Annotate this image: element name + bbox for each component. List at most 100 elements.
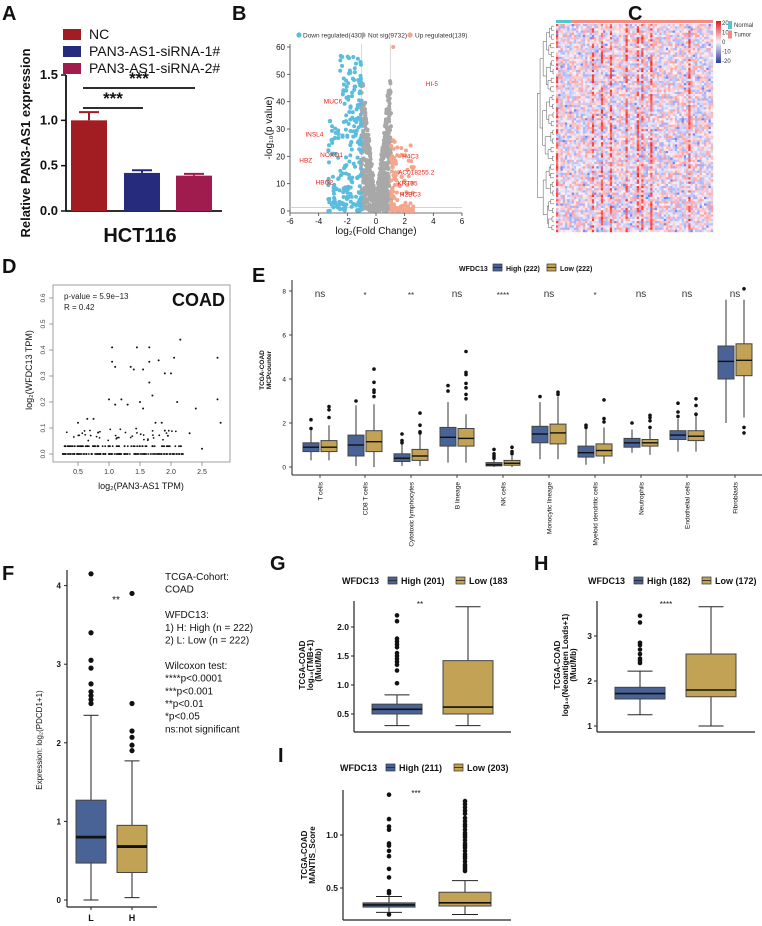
heatmap-cell (591, 94, 595, 97)
heatmap-cell (582, 45, 586, 49)
heatmap-cell (674, 28, 678, 31)
heatmap-cell (594, 118, 597, 121)
heatmap-cell (668, 118, 671, 121)
heatmap-cell (603, 115, 606, 119)
point-down (347, 159, 352, 164)
heatmap-cell (578, 83, 581, 86)
heatmap-cell (674, 140, 678, 143)
heatmap-cell (681, 98, 685, 101)
heatmap-cell (616, 48, 619, 51)
heatmap-cell (645, 45, 649, 49)
heatmap-cell (641, 56, 644, 60)
heatmap-cell (598, 72, 602, 75)
heatmap-cell (556, 102, 559, 106)
heatmap-cell (701, 34, 705, 38)
heatmap-cell (576, 102, 579, 106)
heatmap-cell (594, 69, 597, 73)
heatmap-cell (623, 105, 626, 108)
heatmap-cell (634, 61, 637, 64)
heatmap-cell (596, 142, 599, 145)
heatmap-cell (656, 113, 660, 117)
heatmap-cell (686, 67, 689, 71)
heatmap-cell (618, 52, 622, 55)
heatmap-cell (609, 94, 613, 97)
heatmap-cell (643, 113, 646, 117)
point-down (353, 164, 358, 169)
heatmap-cell (688, 67, 691, 71)
heatmap-cell (668, 72, 671, 75)
heatmap-cell (607, 39, 611, 42)
heatmap-cell (582, 87, 586, 90)
heatmap-cell (612, 41, 615, 44)
heatmap-cell (634, 105, 637, 108)
heatmap-cell (605, 135, 608, 139)
heatmap-cell (576, 107, 579, 110)
heatmap-cell (674, 32, 678, 36)
heatmap-cell (578, 135, 581, 139)
heatmap-cell (656, 76, 660, 79)
heatmap-cell (701, 50, 705, 53)
point-not-sig (382, 164, 387, 169)
heatmap-cell (699, 43, 702, 47)
heatmap-cell (708, 78, 711, 82)
heatmap-cell (607, 37, 611, 40)
heatmap-cell (587, 140, 590, 143)
heatmap-cell (569, 39, 572, 42)
heatmap-cell (692, 26, 696, 29)
heatmap-cell (638, 107, 642, 110)
heatmap-cell (690, 39, 694, 42)
heatmap-cell (578, 72, 581, 75)
point-down (346, 121, 351, 126)
heatmap-cell (558, 43, 561, 47)
heatmap-cell (594, 87, 597, 90)
heatmap-cell (560, 137, 563, 141)
point-down (333, 126, 338, 131)
heatmap-cell (625, 45, 628, 49)
heatmap-cell (576, 67, 579, 71)
heatmap-cell (594, 126, 597, 130)
heatmap-cell (690, 24, 694, 27)
heatmap-cell (618, 54, 622, 58)
heatmap-cell (630, 61, 633, 64)
heatmap-cell (569, 72, 572, 75)
heatmap-cell (596, 41, 599, 44)
heatmap-cell (558, 118, 561, 121)
heatmap-cell (598, 80, 602, 84)
heatmap-cell (679, 50, 682, 53)
heatmap-cell (641, 63, 644, 66)
heatmap-cell (668, 140, 671, 143)
heatmap-cell (661, 105, 664, 108)
heatmap-cell (621, 122, 624, 125)
heatmap-cell (638, 50, 642, 53)
heatmap-cell (630, 78, 633, 82)
heatmap-cell (623, 78, 626, 82)
heatmap-cell (661, 89, 664, 93)
heatmap-cell (701, 76, 705, 79)
heatmap-cell (647, 118, 651, 121)
heatmap-cell (695, 54, 698, 58)
heatmap-cell (659, 133, 662, 136)
heatmap-cell (558, 67, 561, 71)
heatmap-cell (643, 78, 646, 82)
heatmap-cell (636, 34, 640, 38)
heatmap-cell (695, 124, 698, 128)
heatmap-cell (650, 133, 653, 136)
heatmap-cell (614, 98, 617, 101)
heatmap-cell (686, 37, 689, 40)
heatmap-cell (636, 109, 640, 112)
heatmap-cell (634, 111, 637, 114)
heatmap-cell (647, 80, 651, 84)
heatmap-cell (686, 111, 689, 114)
heatmap-cell (625, 37, 628, 40)
heatmap-cell (699, 67, 702, 71)
heatmap-cell (645, 52, 649, 55)
heatmap-cell (634, 56, 637, 60)
heatmap-cell (701, 26, 705, 29)
heatmap-cell (609, 65, 613, 68)
heatmap-cell (567, 54, 570, 58)
heatmap-cell (556, 144, 559, 147)
heatmap-cell (614, 59, 617, 62)
heatmap-cell (580, 74, 584, 77)
heatmap-cell (564, 140, 568, 143)
heatmap-cell (609, 131, 613, 134)
